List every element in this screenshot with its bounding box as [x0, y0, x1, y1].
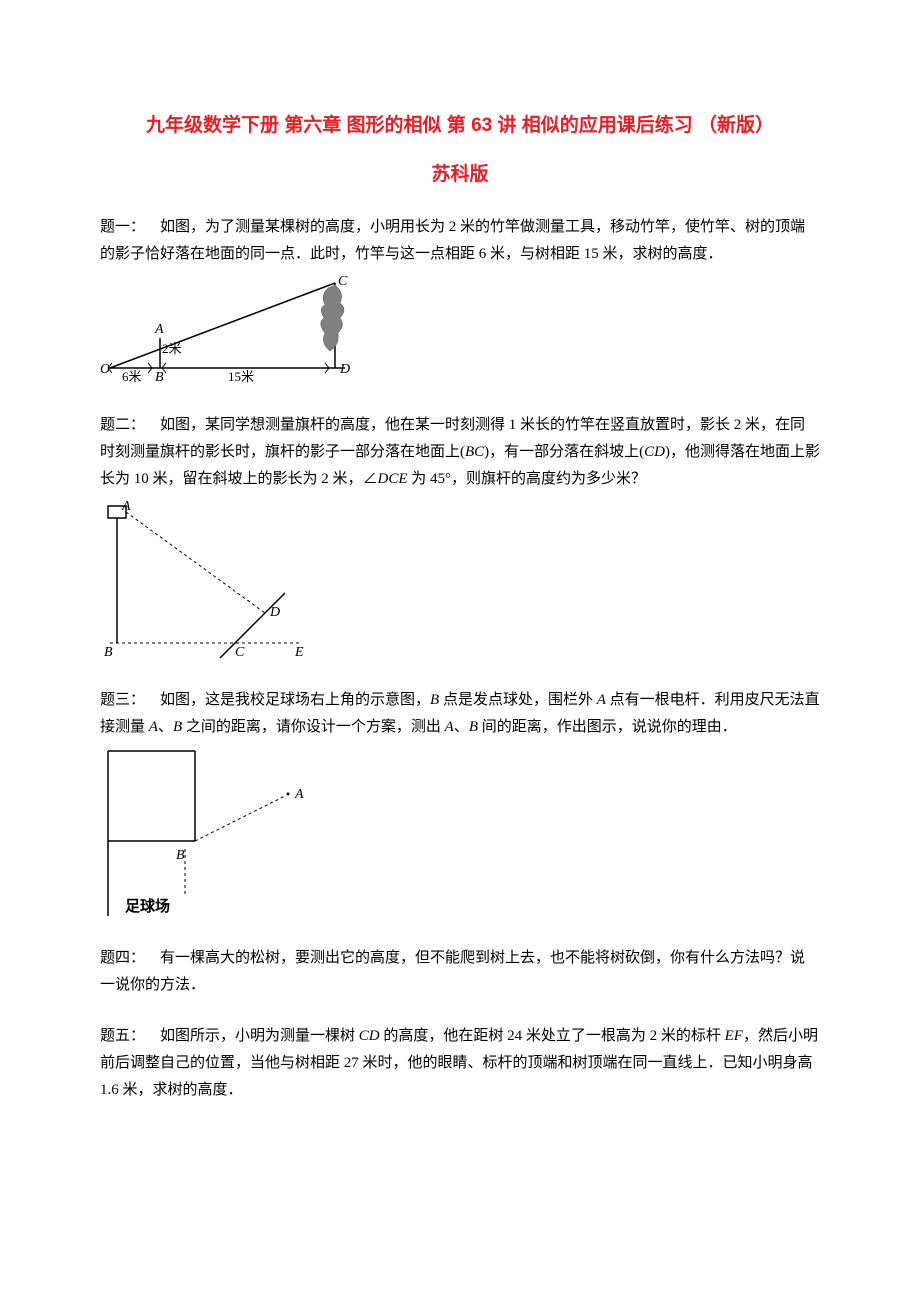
problem-2-bc: BC [465, 444, 484, 460]
problem-3-body-6: 、 [454, 719, 469, 735]
problem-5-ef: EF [725, 1028, 743, 1044]
diagram-2-label-B: B [104, 645, 113, 660]
problem-1: 题一： 如图，为了测量某棵树的高度，小明用长为 2 米的竹竿做测量工具，移动竹竿… [100, 214, 820, 388]
problem-3-body-1: 如图，这是我校足球场右上角的示意图， [160, 692, 430, 708]
problem-5-body-2: 的高度，他在距树 24 米处立了一根高为 2 米的标杆 [380, 1028, 725, 1044]
problem-2-label: 题二： [100, 417, 160, 433]
problem-1-text: 题一： 如图，为了测量某棵树的高度，小明用长为 2 米的竹竿做测量工具，移动竹竿… [100, 214, 820, 268]
problem-3-body-7: 间的距离，作出图示，说说你的理由． [478, 719, 737, 735]
problem-4-label: 题四： [100, 950, 160, 966]
problem-4: 题四： 有一棵高大的松树，要测出它的高度，但不能爬到树上去，也不能将树砍倒，你有… [100, 945, 820, 999]
problem-4-text: 题四： 有一棵高大的松树，要测出它的高度，但不能爬到树上去，也不能将树砍倒，你有… [100, 945, 820, 999]
problem-2-text: 题二： 如图，某同学想测量旗杆的高度，他在某一时刻测得 1 米长的竹竿在竖直放置… [100, 412, 820, 493]
title-line-1: 九年级数学下册 第六章 图形的相似 第 63 讲 相似的应用课后练习 （新版） [100, 110, 820, 137]
problem-3-a2: A [149, 719, 158, 735]
diagram-1-label-6m: 6米 [122, 369, 142, 384]
problem-3-a: A [597, 692, 606, 708]
problem-2-body-4: 为 45°，则旗杆的高度约为多少米？ [408, 471, 647, 487]
problem-2: 题二： 如图，某同学想测量旗杆的高度，他在某一时刻测得 1 米长的竹竿在竖直放置… [100, 412, 820, 663]
problem-1-body: 如图，为了测量某棵树的高度，小明用长为 2 米的竹竿做测量工具，移动竹竿，使竹竿… [100, 219, 805, 262]
problem-3-b2: B [173, 719, 182, 735]
problem-5: 题五： 如图所示，小明为测量一棵树 CD 的高度，他在距树 24 米处立了一根高… [100, 1023, 820, 1104]
diagram-2-label-A: A [121, 499, 131, 514]
diagram-1-label-D: D [339, 362, 350, 377]
problem-3-body-4: 、 [158, 719, 173, 735]
problem-5-text: 题五： 如图所示，小明为测量一棵树 CD 的高度，他在距树 24 米处立了一根高… [100, 1023, 820, 1104]
diagram-2-label-C: C [235, 645, 245, 660]
problem-5-label: 题五： [100, 1028, 160, 1044]
diagram-3: A B 足球场 [100, 746, 820, 921]
problem-2-dce: DCE [378, 471, 408, 487]
problem-4-body: 有一棵高大的松树，要测出它的高度，但不能爬到树上去，也不能将树砍倒，你有什么方法… [100, 950, 805, 993]
problem-3-label: 题三： [100, 692, 160, 708]
diagram-1-label-2m: 2米 [162, 341, 182, 356]
problem-3-a3: A [445, 719, 454, 735]
diagram-1-label-A: A [154, 322, 164, 337]
diagram-3-label-A: A [294, 787, 304, 802]
diagram-3-label-B: B [176, 848, 185, 863]
title-line-2: 苏科版 [100, 159, 820, 186]
problem-1-label: 题一： [100, 219, 160, 235]
diagram-2-label-D: D [269, 605, 280, 620]
problem-2-body-2: )，有一部分落在斜坡上( [484, 444, 644, 460]
problem-3: 题三： 如图，这是我校足球场右上角的示意图，B 点是发点球处，围栏外 A 点有一… [100, 687, 820, 921]
problem-3-b: B [430, 692, 439, 708]
problem-5-cd: CD [359, 1028, 380, 1044]
diagram-1: O A B C D 2米 6米 15米 [100, 273, 820, 388]
problem-3-text: 题三： 如图，这是我校足球场右上角的示意图，B 点是发点球处，围栏外 A 点有一… [100, 687, 820, 741]
problem-3-body-2: 点是发点球处，围栏外 [439, 692, 597, 708]
problem-3-body-5: 之间的距离，请你设计一个方案，测出 [182, 719, 445, 735]
diagram-2: A B C D E [100, 498, 820, 663]
diagram-3-label-field: 足球场 [125, 897, 170, 915]
diagram-1-label-C: C [338, 274, 348, 289]
problem-2-cd: CD [644, 444, 665, 460]
diagram-1-label-15m: 15米 [228, 369, 254, 384]
problem-5-body-1: 如图所示，小明为测量一棵树 [160, 1028, 359, 1044]
diagram-2-label-E: E [294, 645, 304, 660]
diagram-1-label-B: B [155, 370, 164, 385]
problem-3-b3: B [469, 719, 478, 735]
